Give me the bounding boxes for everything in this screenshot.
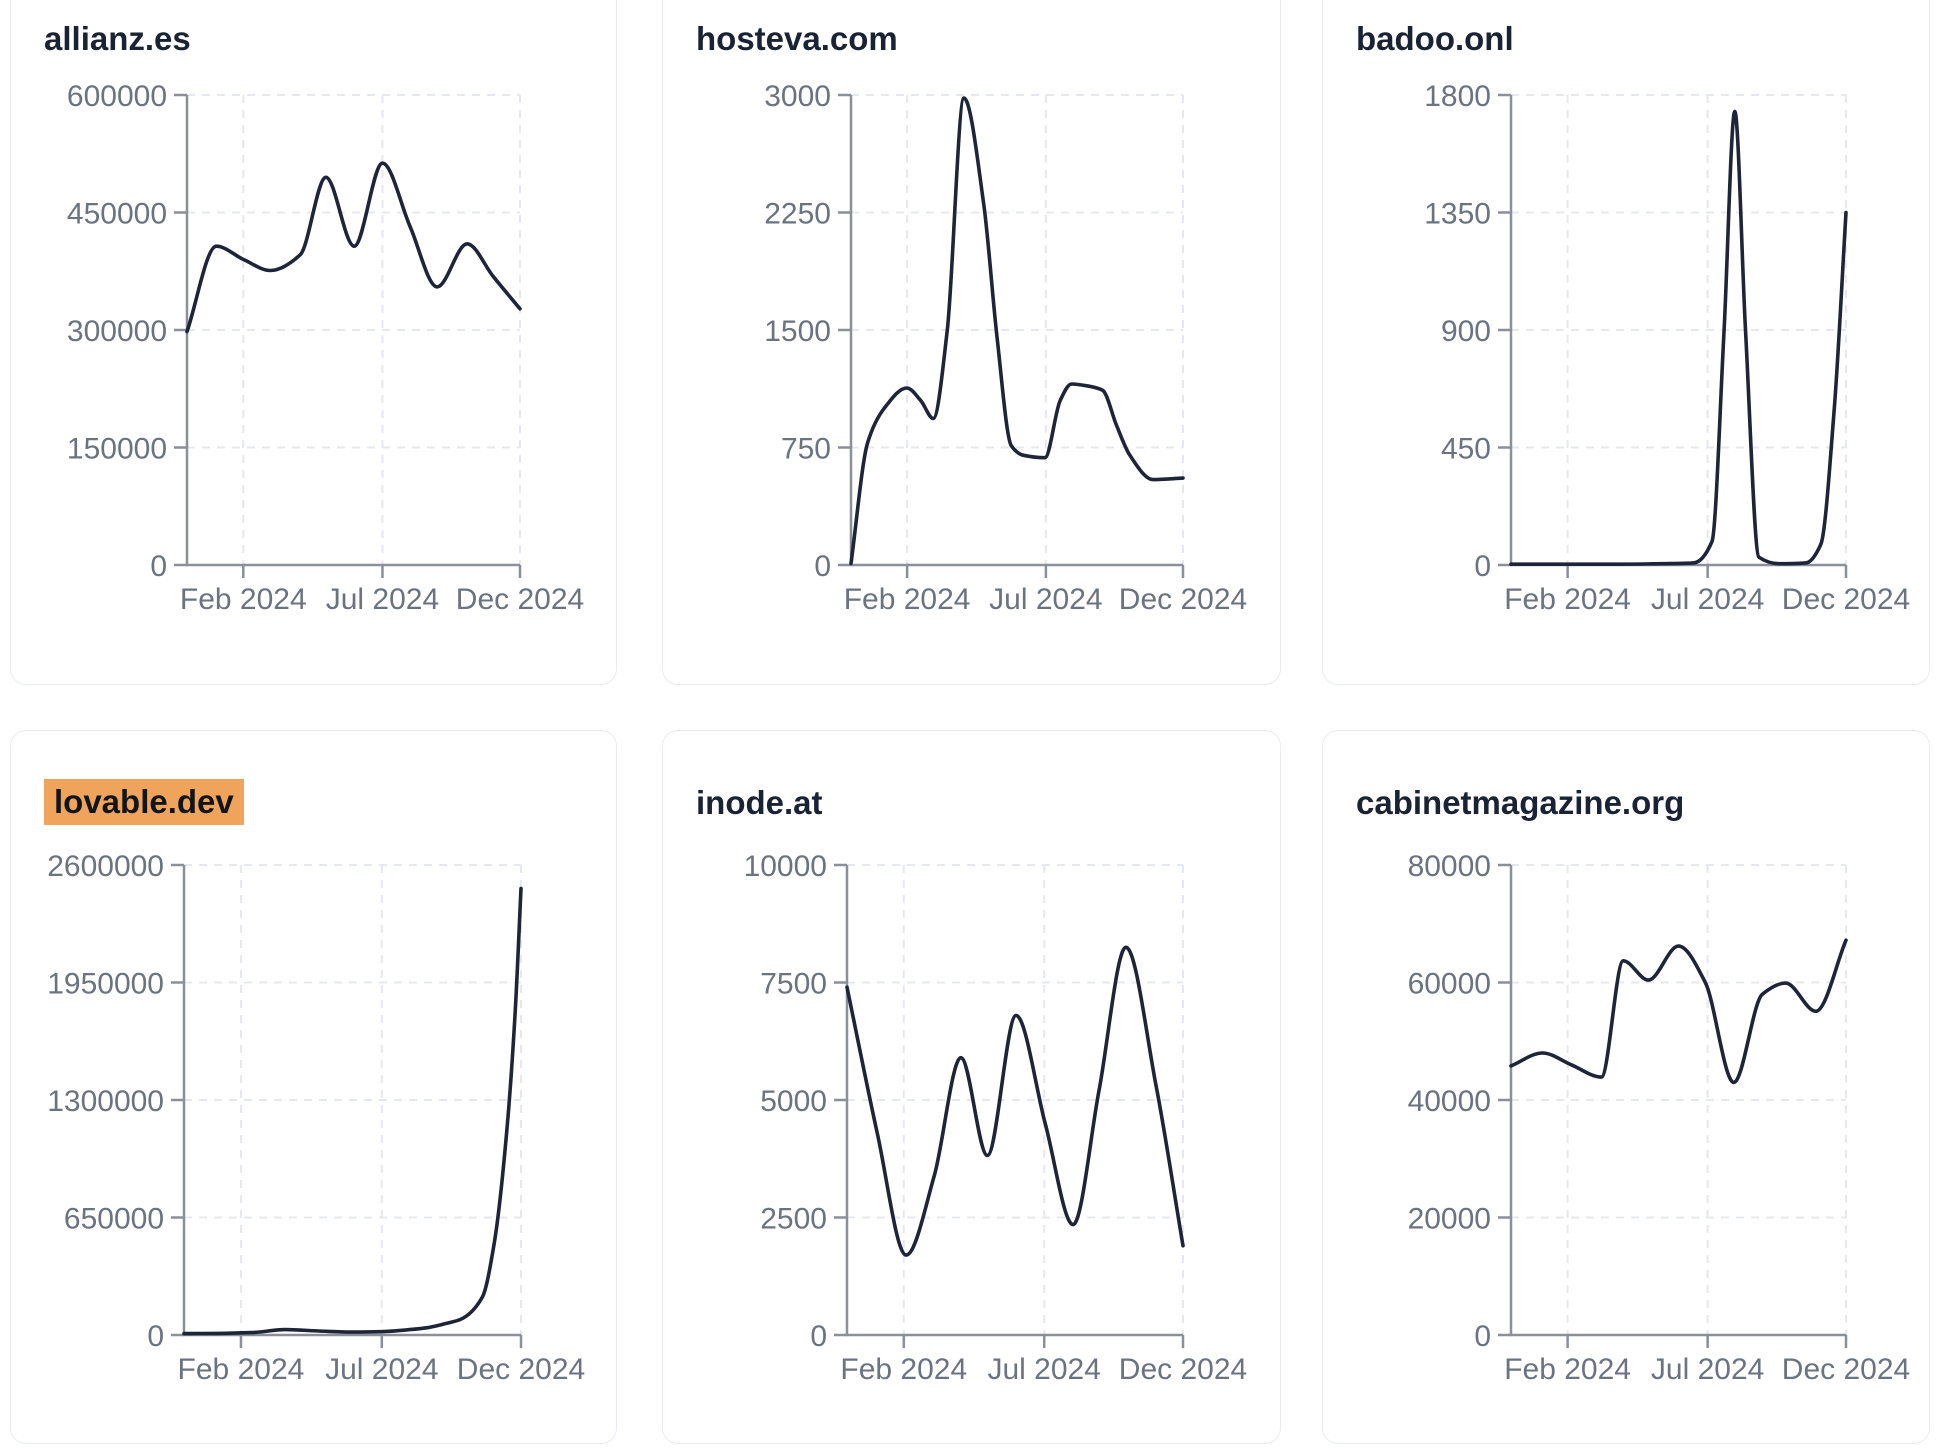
trend-card-cabinetmagazine-org: cabinetmagazine.org 0 20000 40000 60000 8000… xyxy=(1322,730,1930,1444)
y-tick-label: 900 xyxy=(1441,315,1491,348)
trend-card-badoo-onl: badoo.onl 0 450 900 1350 1800 Feb 2024 Jul 202… xyxy=(1322,0,1930,685)
y-tick-label: 450000 xyxy=(67,198,167,231)
chart-title: badoo.onl xyxy=(1356,20,1514,57)
line-chart-allianz-es: 0 150000 300000 450000 600000 Feb 2024 Jul 202… xyxy=(67,80,584,616)
x-tick-label: Feb 2024 xyxy=(1504,583,1631,616)
x-tick-label: Jul 2024 xyxy=(989,583,1102,616)
y-tick-label: 80000 xyxy=(1408,850,1491,883)
x-tick-label: Dec 2024 xyxy=(457,1353,585,1386)
x-tick-label: Jul 2024 xyxy=(1651,1353,1764,1386)
y-tick-label: 1950000 xyxy=(47,968,164,1001)
y-tick-label: 40000 xyxy=(1408,1085,1491,1118)
x-tick-label: Jul 2024 xyxy=(326,583,439,616)
y-tick-label: 0 xyxy=(1474,1320,1491,1353)
trend-line xyxy=(849,96,1185,566)
chart-title: hosteva.com xyxy=(696,20,898,57)
chart-title: cabinetmagazine.org xyxy=(1356,784,1685,821)
chart-title: allianz.es xyxy=(44,20,191,57)
line-chart-lovable-dev: 0 650000 1300000 1950000 2600000 Feb 2024 Jul … xyxy=(47,850,585,1386)
x-tick-label: Feb 2024 xyxy=(180,583,307,616)
y-tick-label: 600000 xyxy=(67,80,167,113)
x-tick-label: Jul 2024 xyxy=(988,1353,1101,1386)
chart-title: inode.at xyxy=(696,784,823,821)
trend-card-allianz-es: allianz.es 0 150000 300000 450000 600000 Feb … xyxy=(10,0,617,685)
y-tick-label: 1350 xyxy=(1424,198,1491,231)
y-tick-label: 5000 xyxy=(760,1085,827,1118)
x-tick-label: Feb 2024 xyxy=(844,583,971,616)
x-tick-label: Dec 2024 xyxy=(1119,1353,1247,1386)
x-tick-label: Dec 2024 xyxy=(1782,583,1910,616)
y-tick-label: 650000 xyxy=(64,1203,164,1236)
x-tick-label: Dec 2024 xyxy=(1782,1353,1910,1386)
y-tick-label: 20000 xyxy=(1408,1203,1491,1236)
y-tick-label: 1800 xyxy=(1424,80,1491,113)
x-tick-label: Feb 2024 xyxy=(1504,1353,1631,1386)
x-tick-label: Feb 2024 xyxy=(178,1353,305,1386)
x-tick-label: Jul 2024 xyxy=(325,1353,438,1386)
trend-line xyxy=(1509,109,1848,567)
y-tick-label: 750 xyxy=(781,433,831,466)
y-tick-label: 2500 xyxy=(760,1203,827,1236)
y-tick-label: 7500 xyxy=(760,968,827,1001)
line-chart-inode-at: 0 2500 5000 7500 10000 Feb 2024 Jul 2024 Dec 20… xyxy=(744,850,1248,1386)
trend-card-inode-at: inode.at 0 2500 5000 7500 10000 Feb 2024 Jul 2… xyxy=(662,730,1281,1444)
x-tick-label: Dec 2024 xyxy=(1119,583,1247,616)
y-tick-label: 0 xyxy=(1474,550,1491,583)
chart-title-highlighted: lovable.dev xyxy=(44,779,244,825)
y-tick-label: 10000 xyxy=(744,850,827,883)
line-chart-badoo-onl: 0 450 900 1350 1800 Feb 2024 Jul 2024 Dec 2024 xyxy=(1424,80,1910,616)
trend-line xyxy=(182,886,523,1336)
line-chart-hosteva-com: 0 750 1500 2250 3000 Feb 2024 Jul 2024 Dec 2024 xyxy=(764,80,1247,616)
y-tick-label: 1300000 xyxy=(47,1085,164,1118)
line-chart-cabinetmagazine-org: 0 20000 40000 60000 80000 Feb 2024 Jul 2024 Dec… xyxy=(1408,850,1911,1386)
y-tick-label: 60000 xyxy=(1408,968,1491,1001)
trend-line xyxy=(845,945,1185,1257)
y-tick-label: 2600000 xyxy=(47,850,164,883)
y-tick-label: 1500 xyxy=(764,315,831,348)
y-tick-label: 300000 xyxy=(67,315,167,348)
trend-card-hosteva-com: hosteva.com 0 750 1500 2250 3000 Feb 2024 Jul … xyxy=(662,0,1281,685)
trend-card-lovable-dev: lovable.dev 0 650000 1300000 1950000 2600000… xyxy=(10,730,617,1444)
y-tick-label: 0 xyxy=(814,550,831,583)
y-tick-label: 450 xyxy=(1441,433,1491,466)
trend-line xyxy=(185,161,522,334)
trend-line xyxy=(1509,938,1848,1085)
y-tick-label: 0 xyxy=(810,1320,827,1353)
y-tick-label: 3000 xyxy=(764,80,831,113)
x-tick-label: Jul 2024 xyxy=(1651,583,1764,616)
x-tick-label: Dec 2024 xyxy=(456,583,584,616)
y-tick-label: 0 xyxy=(150,550,167,583)
x-tick-label: Feb 2024 xyxy=(840,1353,967,1386)
y-tick-label: 2250 xyxy=(764,198,831,231)
y-tick-label: 150000 xyxy=(67,433,167,466)
y-tick-label: 0 xyxy=(147,1320,164,1353)
